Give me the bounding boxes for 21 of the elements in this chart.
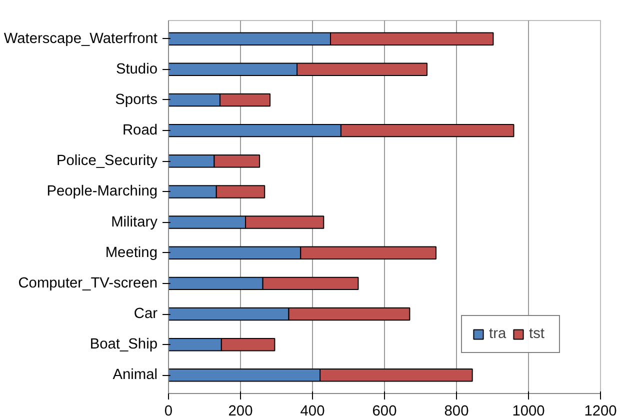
y-tick-label: Waterscape_Waterfront <box>4 30 158 47</box>
y-tick-label: Computer_TV-screen <box>18 275 158 292</box>
y-tick-label: Police_Security <box>56 153 158 170</box>
y-tick-label: Military <box>111 214 158 230</box>
y-tick-label: Sports <box>115 92 158 108</box>
x-tick-label: 200 <box>228 404 253 420</box>
y-tick-label: Meeting <box>105 244 158 261</box>
x-tick-label: 400 <box>300 404 325 420</box>
x-tick-label: 800 <box>444 404 469 420</box>
y-tick-label: Boat_Ship <box>90 336 158 353</box>
legend-label: tra <box>489 326 508 342</box>
y-tick-label: People-Marching <box>46 184 158 200</box>
x-tick-label: 1000 <box>512 404 545 420</box>
x-tick-label: 0 <box>164 404 173 420</box>
y-tick-label: Car <box>134 306 158 322</box>
y-tick-label: Road <box>122 122 158 139</box>
y-tick-label: Studio <box>116 61 158 78</box>
x-tick-label: 600 <box>372 404 397 420</box>
x-tick-label: 1200 <box>584 404 617 420</box>
y-tick-label: Animal <box>112 367 158 384</box>
legend-label: tst <box>529 326 546 342</box>
